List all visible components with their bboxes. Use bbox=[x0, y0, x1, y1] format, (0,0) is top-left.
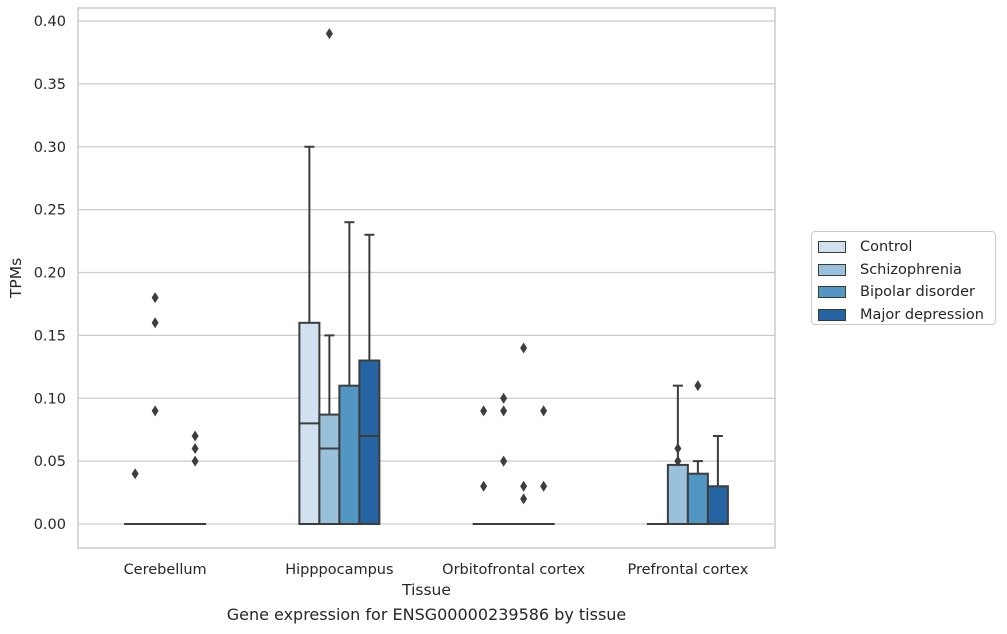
figure-caption: Gene expression for ENSG00000239586 by t… bbox=[226, 605, 627, 624]
x-axis-label: Tissue bbox=[401, 581, 451, 599]
outlier-point bbox=[191, 443, 199, 455]
box-1-0 bbox=[298, 145, 321, 525]
outlier-point bbox=[520, 342, 528, 354]
y-tick-label: 0.25 bbox=[34, 203, 66, 219]
x-tick-label: Prefrontal cortex bbox=[627, 562, 748, 578]
box-body bbox=[666, 463, 689, 525]
box-1-2 bbox=[338, 221, 361, 525]
outlier-point bbox=[151, 292, 159, 304]
legend-item: Schizophrenia bbox=[818, 259, 995, 282]
legend-swatch bbox=[818, 241, 846, 254]
outlier-point bbox=[480, 405, 488, 417]
box-0-1 bbox=[144, 292, 167, 526]
box-2-0 bbox=[472, 405, 495, 526]
y-tick-label: 0.30 bbox=[34, 140, 66, 156]
outlier-point bbox=[674, 443, 682, 455]
outlier-point bbox=[191, 455, 199, 467]
legend: Control Schizophrenia Bipolar disorder Majo… bbox=[811, 231, 996, 325]
legend-swatch bbox=[818, 308, 846, 321]
outlier-point bbox=[520, 493, 528, 505]
outlier-point bbox=[151, 317, 159, 329]
legend-item: Control bbox=[818, 236, 995, 259]
y-tick-label: 0.00 bbox=[34, 517, 66, 533]
outlier-point bbox=[520, 480, 528, 492]
legend-swatch bbox=[818, 263, 846, 276]
x-tick-label: Hipppocampus bbox=[285, 562, 393, 578]
y-tick-label: 0.10 bbox=[34, 391, 66, 407]
legend-label: Control bbox=[860, 239, 913, 256]
box-body bbox=[686, 472, 709, 526]
box-2-1 bbox=[492, 392, 515, 526]
legend-swatch bbox=[818, 286, 846, 299]
outlier-point bbox=[131, 468, 139, 480]
box-body bbox=[358, 359, 381, 525]
outlier-point bbox=[540, 480, 548, 492]
box-3-3 bbox=[706, 434, 729, 525]
x-tick-label: Orbitofrontal cortex bbox=[442, 562, 585, 578]
box-body bbox=[318, 413, 341, 525]
outlier-point bbox=[500, 455, 508, 467]
box-0-3 bbox=[184, 430, 207, 526]
y-tick-label: 0.40 bbox=[34, 14, 66, 30]
y-tick-label: 0.20 bbox=[34, 266, 66, 282]
outlier-point bbox=[500, 392, 508, 404]
y-tick-label: 0.35 bbox=[34, 77, 66, 93]
box-series bbox=[124, 28, 729, 526]
grid-lines bbox=[78, 20, 775, 525]
box-2-3 bbox=[532, 405, 555, 526]
legend-item: Bipolar disorder bbox=[818, 281, 995, 304]
y-axis-label: TPMs bbox=[7, 258, 25, 299]
outlier-point bbox=[151, 405, 159, 417]
y-tick-label: 0.15 bbox=[34, 328, 66, 344]
outlier-point bbox=[694, 380, 702, 392]
legend-label: Major depression bbox=[860, 306, 984, 323]
y-tick-label: 0.05 bbox=[34, 454, 66, 470]
legend-label: Schizophrenia bbox=[860, 261, 962, 278]
outlier-point bbox=[191, 430, 199, 442]
box-0-0 bbox=[124, 468, 147, 526]
box-body bbox=[706, 485, 729, 525]
x-tick-labels: Cerebellum Hipppocampus Orbitofrontal cort… bbox=[124, 562, 749, 578]
plot-frame bbox=[77, 7, 776, 549]
box-body bbox=[338, 384, 361, 525]
box-3-2 bbox=[686, 380, 709, 526]
legend-item: Major depression bbox=[818, 304, 995, 327]
y-tick-labels: 0.00 0.05 0.10 0.15 0.20 0.25 0.30 0.35 0.40 bbox=[34, 14, 66, 533]
outlier-point bbox=[480, 480, 488, 492]
legend-label: Bipolar disorder bbox=[860, 284, 975, 301]
outlier-point bbox=[540, 405, 548, 417]
box-1-3 bbox=[358, 233, 381, 525]
outlier-point bbox=[500, 405, 508, 417]
outlier-point bbox=[674, 455, 682, 467]
x-tick-label: Cerebellum bbox=[124, 562, 207, 578]
outlier-point bbox=[325, 28, 333, 40]
box-2-2 bbox=[512, 342, 535, 526]
box-3-1 bbox=[666, 384, 689, 525]
box-1-1 bbox=[318, 28, 341, 525]
